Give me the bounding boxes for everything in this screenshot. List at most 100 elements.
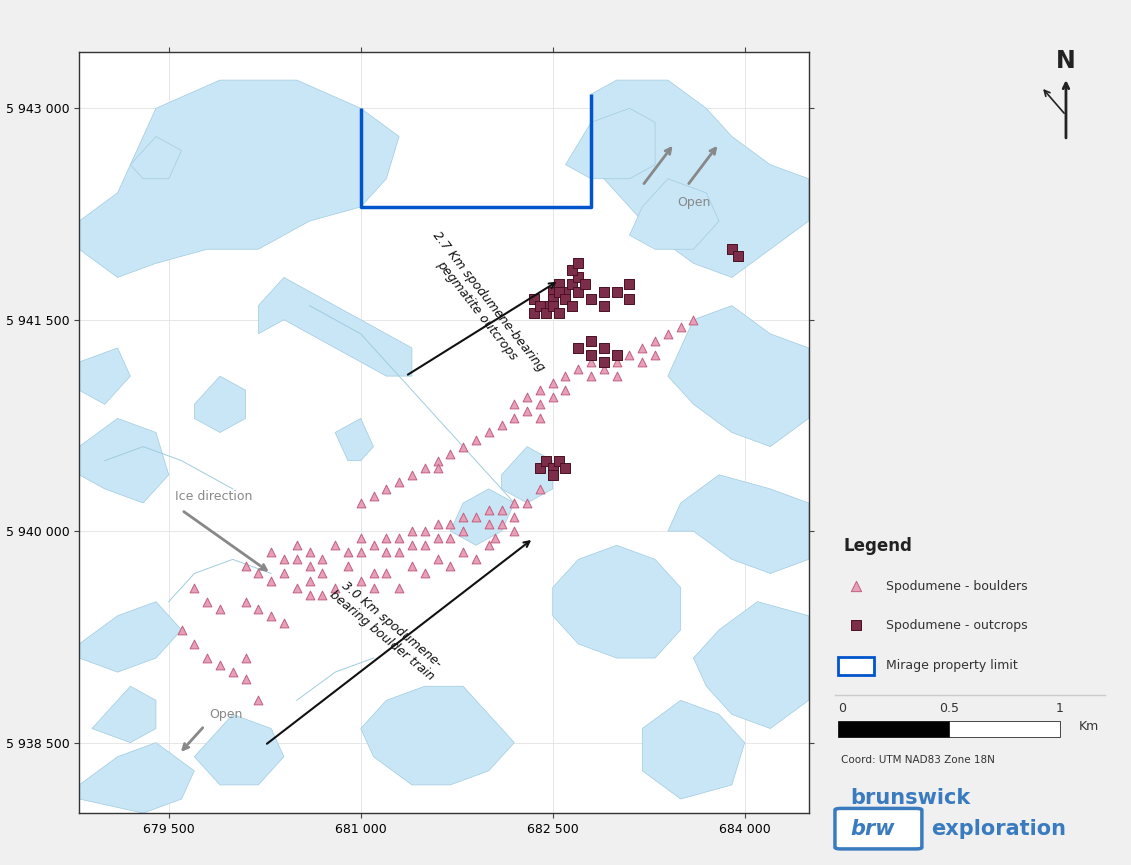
Point — [301, 560, 319, 573]
Point — [556, 383, 575, 397]
Point — [403, 468, 421, 482]
Text: 1: 1 — [1056, 702, 1063, 715]
Point — [563, 298, 581, 312]
FancyBboxPatch shape — [835, 809, 922, 849]
Polygon shape — [79, 348, 130, 404]
Polygon shape — [566, 108, 655, 179]
Point — [550, 305, 568, 319]
Polygon shape — [130, 137, 182, 179]
Text: brunswick: brunswick — [851, 787, 970, 808]
Polygon shape — [79, 743, 195, 813]
Point — [582, 292, 601, 305]
Point — [506, 510, 524, 524]
Point — [492, 503, 510, 517]
Point — [729, 249, 748, 263]
Point — [544, 390, 562, 404]
Point — [607, 356, 625, 369]
Point — [556, 461, 575, 475]
Point — [378, 546, 396, 560]
Text: 0: 0 — [838, 702, 846, 715]
Point — [518, 405, 536, 419]
Point — [364, 580, 382, 594]
Point — [544, 461, 562, 475]
Point — [582, 334, 601, 348]
Point — [198, 651, 216, 665]
Point — [287, 580, 305, 594]
Point — [569, 341, 587, 355]
Point — [352, 496, 370, 509]
Point — [544, 468, 562, 482]
Point — [262, 573, 280, 587]
Point — [275, 553, 293, 567]
Point — [326, 580, 344, 594]
Point — [530, 397, 549, 411]
Point — [352, 573, 370, 587]
Point — [544, 298, 562, 312]
Point — [403, 560, 421, 573]
Point — [633, 356, 651, 369]
Polygon shape — [668, 475, 809, 573]
Point — [569, 271, 587, 285]
Point — [416, 538, 434, 552]
Point — [525, 292, 543, 305]
Point — [378, 482, 396, 496]
Point — [441, 531, 459, 545]
Point — [352, 546, 370, 560]
Text: 2.7 Km spodumene-bearing
pegmatite outcrops: 2.7 Km spodumene-bearing pegmatite outcr… — [417, 228, 546, 382]
Point — [364, 567, 382, 580]
Point — [390, 475, 408, 489]
Point — [480, 426, 498, 439]
Point — [390, 580, 408, 594]
Point — [621, 292, 639, 305]
Polygon shape — [693, 602, 809, 728]
Point — [198, 595, 216, 609]
Point — [582, 348, 601, 362]
Point — [563, 278, 581, 292]
Polygon shape — [592, 80, 809, 278]
Text: Legend: Legend — [844, 537, 913, 555]
Point — [467, 432, 485, 446]
Bar — [949, 721, 1060, 737]
Point — [544, 285, 562, 298]
Point — [633, 341, 651, 355]
Point — [429, 531, 447, 545]
Point — [550, 285, 568, 298]
Text: 0.5: 0.5 — [939, 702, 959, 715]
Point — [530, 298, 549, 312]
Point — [429, 517, 447, 531]
Point — [569, 256, 587, 270]
Point — [185, 637, 204, 650]
Point — [530, 383, 549, 397]
Polygon shape — [335, 419, 373, 461]
Point — [525, 305, 543, 319]
Point — [569, 285, 587, 298]
Polygon shape — [450, 489, 515, 545]
Point — [326, 538, 344, 552]
Point — [249, 567, 267, 580]
Point — [506, 524, 524, 538]
Point — [224, 665, 242, 679]
Point — [607, 285, 625, 298]
Point — [544, 376, 562, 390]
Point — [236, 651, 254, 665]
Point — [275, 616, 293, 630]
Text: brw: brw — [851, 818, 895, 839]
Text: Spodumene - boulders: Spodumene - boulders — [886, 580, 1028, 593]
Point — [454, 510, 472, 524]
Text: Coord: UTM NAD83 Zone 18N: Coord: UTM NAD83 Zone 18N — [841, 755, 995, 766]
Point — [537, 298, 555, 312]
Point — [506, 496, 524, 509]
Point — [595, 285, 613, 298]
Point — [287, 538, 305, 552]
Point — [556, 292, 575, 305]
Point — [506, 397, 524, 411]
Point — [492, 517, 510, 531]
Point — [847, 580, 865, 593]
Point — [352, 531, 370, 545]
Polygon shape — [361, 686, 515, 785]
Text: Ice direction: Ice direction — [175, 490, 252, 503]
Point — [416, 524, 434, 538]
Point — [454, 546, 472, 560]
Point — [646, 334, 664, 348]
Point — [364, 538, 382, 552]
